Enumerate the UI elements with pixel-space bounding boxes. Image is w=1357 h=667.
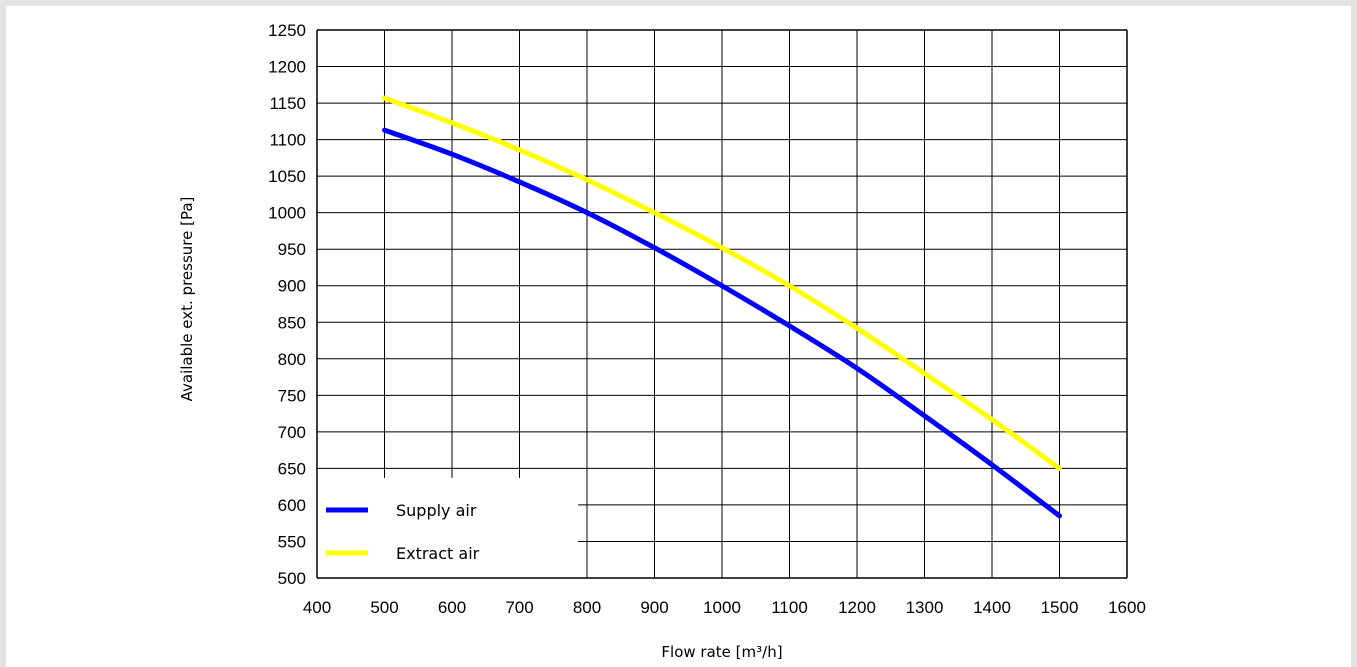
y-tick-label: 950 — [278, 240, 306, 259]
y-tick-label: 800 — [278, 350, 306, 369]
y-tick-labels: 500 550 600 650 700 750 800 850 900 950 1000 1050 11… — [268, 21, 306, 588]
chart-frame: Supply air Extract air 400 500 600 700 800 900… — [6, 6, 1351, 667]
x-tick-label: 800 — [573, 598, 601, 617]
x-tick-label: 1300 — [906, 598, 944, 617]
y-tick-label: 600 — [278, 496, 306, 515]
y-tick-label: 850 — [278, 313, 306, 332]
y-tick-label: 900 — [278, 277, 306, 296]
y-tick-label: 1050 — [268, 167, 306, 186]
x-tick-label: 900 — [640, 598, 668, 617]
y-tick-label: 1200 — [268, 58, 306, 77]
grid — [316, 29, 1128, 579]
x-tick-label: 1000 — [703, 598, 741, 617]
y-tick-label: 1250 — [268, 21, 306, 40]
y-tick-label: 750 — [278, 386, 306, 405]
series-line — [382, 127, 1062, 519]
y-tick-label: 650 — [278, 459, 306, 478]
y-axis-label: Available ext. pressure [Pa] — [178, 197, 196, 402]
legend-background — [318, 478, 578, 577]
series-line — [382, 95, 1062, 471]
x-tick-label: 500 — [370, 598, 398, 617]
x-tick-label: 600 — [438, 598, 466, 617]
x-tick-label: 1400 — [973, 598, 1011, 617]
x-axis-label: Flow rate [m³/h] — [661, 643, 782, 661]
x-tick-label: 1500 — [1041, 598, 1079, 617]
y-tick-label: 1100 — [269, 131, 306, 150]
series-lines — [382, 95, 1062, 519]
y-tick-label: 500 — [278, 569, 306, 588]
x-tick-labels: 400 500 600 700 800 900 1000 1100 1200 1300 1400 15… — [303, 598, 1146, 617]
x-tick-label: 1600 — [1108, 598, 1146, 617]
legend-label: Supply air — [396, 501, 477, 520]
line-chart: Supply air Extract air 400 500 600 700 800 900… — [178, 21, 1146, 661]
y-tick-label: 700 — [278, 423, 306, 442]
x-tick-label: 700 — [505, 598, 533, 617]
y-tick-label: 1150 — [269, 94, 306, 113]
y-tick-label: 550 — [278, 532, 306, 551]
y-tick-label: 1000 — [268, 204, 306, 223]
legend-label: Extract air — [396, 544, 480, 563]
x-tick-label: 1200 — [838, 598, 876, 617]
x-tick-label: 1100 — [771, 598, 808, 617]
x-tick-label: 400 — [303, 598, 331, 617]
legend: Supply air Extract air — [318, 478, 578, 577]
